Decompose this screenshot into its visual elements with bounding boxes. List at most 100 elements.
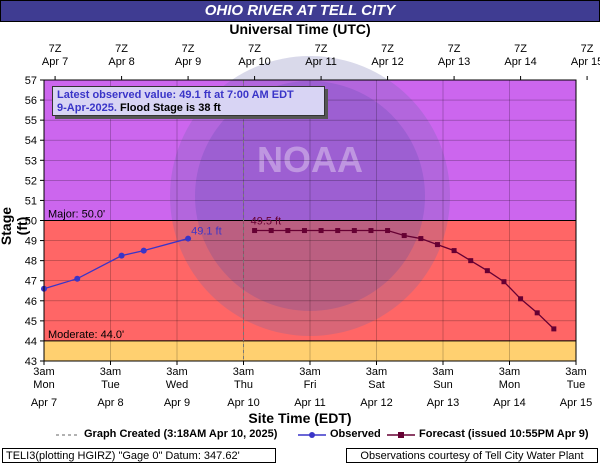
bottom-tick-time: 3am [33,366,54,378]
observed-point [74,275,81,282]
top-tick-time: 7Z [381,43,394,55]
bottom-tick-day: Tue [101,379,120,391]
watermark-text: NOAA [257,139,363,180]
forecast-point [434,242,440,248]
observed-point [118,252,125,259]
bottom-tick-time: 3am [432,366,453,378]
plot-frame [43,79,577,362]
y-tick-label: 55 [25,115,37,127]
top-tick-time: 7Z [448,43,461,55]
forecast-point [285,228,291,234]
top-tick-date: Apr 14 [504,56,536,68]
latest-observed-text: Latest observed value: 49.1 ft at 7:00 A… [57,89,294,101]
noaa-watermark: NOAA [170,56,450,336]
forecast-point [501,279,507,285]
forecast-point [484,268,490,274]
bottom-tick-day: Mon [499,379,520,391]
legend-observed: Observed [330,428,381,440]
bottom-tick-time: 3am [366,366,387,378]
y-tick-label: 46 [25,296,37,308]
y-tick-label: 54 [25,135,37,147]
flood-thresholds: Major: 50.0' Moderate: 44.0' [44,209,576,342]
y-axis: 43 44 45 46 47 48 49 50 51 52 53 54 55 56 57 [25,75,44,368]
top-axis-label: Universal Time (UTC) [229,21,371,37]
observed-point [185,235,192,242]
forecast-point [368,228,374,234]
y-tick-label: 49 [25,236,37,248]
legend-created: Graph Created (3:18AM Apr 10, 2025) [84,428,278,440]
chart-title: OHIO RIVER AT TELL CITY [0,0,600,22]
bottom-tick-date: Apr 12 [360,397,392,409]
bottom-tick-date: Apr 15 [560,397,592,409]
y-tick-label: 45 [25,316,37,328]
y-tick-label: 52 [25,175,37,187]
top-tick-date: Apr 10 [238,56,270,68]
forecast-point [468,258,474,264]
threshold-label: Major: 50.0' [48,209,105,221]
bottom-tick-date: Apr 9 [164,397,190,409]
bottom-tick-time: 3am [565,366,586,378]
y-tick-label: 44 [25,336,37,348]
top-tick-time: 7Z [248,43,261,55]
y-tick-label: 47 [25,276,37,288]
forecast-point [335,228,341,234]
y-tick-label: 51 [25,195,37,207]
top-tick-time: 7Z [315,43,328,55]
bottom-axis-label: Site Time (EDT) [248,410,352,426]
forecast-point [252,228,258,234]
footer-courtesy: Observations courtesy of Tell City Water… [346,448,598,463]
forecast-series: 49.5 ft [251,216,557,332]
top-tick-date: Apr 13 [438,56,470,68]
bottom-tick-day: Fri [304,379,317,391]
bottom-tick-day: Tue [567,379,586,391]
bottom-tick-date: Apr 13 [427,397,459,409]
bottom-tick-time: 3am [100,366,121,378]
bottom-tick-date: Apr 11 [294,397,326,409]
bottom-tick-date: Apr 7 [31,397,57,409]
y-tick-label: 50 [25,216,37,228]
top-tick-date: Apr 15 [571,56,600,68]
forecast-point [301,228,307,234]
bottom-tick-date: Apr 8 [97,397,123,409]
bottom-tick-day: Wed [166,379,188,391]
observed-series: 49.1 ft [41,226,222,292]
y-tick-label: 43 [25,356,37,368]
top-tick-date: Apr 7 [42,56,68,68]
legend-forecast: Forecast (issued 10:55PM Apr 9) [419,428,589,440]
forecast-point [318,228,324,234]
forecast-legend-icon [387,432,415,438]
bottom-tick-day: Sat [368,379,385,391]
top-tick-time: 7Z [514,43,527,55]
forecast-point-label: 49.5 ft [251,216,282,228]
forecast-point [385,228,391,234]
legend: Graph Created (3:18AM Apr 10, 2025) Obse… [56,428,589,442]
forecast-point [451,248,457,254]
top-tick-date: Apr 8 [108,56,134,68]
y-tick-label: 56 [25,95,37,107]
observed-legend-icon [298,432,326,438]
top-tick-time: 7Z [182,43,195,55]
latest-observed-date: 9-Apr-2025. [57,102,117,114]
observed-point-label: 49.1 ft [191,226,222,238]
y-axis-label: Stage (ft) [0,206,30,246]
y-tick-label: 48 [25,256,37,268]
forecast-point [268,228,274,234]
footer-datum: TELI3(plotting HGIRZ) "Gage 0" Datum: 34… [2,448,276,463]
top-tick-time: 7Z [115,43,128,55]
forecast-point [551,326,557,332]
moderate-band [44,340,576,361]
bottom-tick-day: Thu [234,379,253,391]
bottom-tick-day: Sun [433,379,453,391]
top-tick-date: Apr 12 [371,56,403,68]
forecast-point [518,296,524,302]
forecast-point [534,310,540,316]
created-legend-icon [56,434,80,436]
flood-stage-text: Flood Stage is 38 ft [119,102,221,114]
bottom-tick-date: Apr 10 [227,397,259,409]
top-tick-time: 7Z [49,43,62,55]
forecast-point [418,236,424,242]
bottom-tick-time: 3am [299,366,320,378]
